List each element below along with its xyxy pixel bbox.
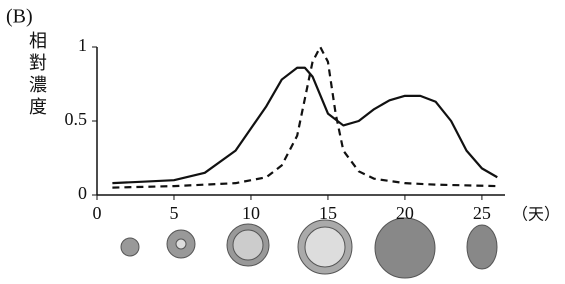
x-tick-label: 5 [169,203,178,223]
follicle [233,230,263,260]
follicle [176,239,186,249]
x-tick-label: 10 [242,203,260,223]
line-series [112,68,497,183]
y-tick-label: 0.5 [65,109,88,129]
x-tick-label: 25 [473,203,491,223]
panel-label: (B) [6,6,33,28]
y-axis-label: 相對濃度 [26,31,47,119]
follicle [305,227,345,267]
y-tick-label: 1 [78,35,87,55]
follicle [121,238,139,256]
x-tick-label: 15 [319,203,337,223]
x-tick-label: 20 [396,203,414,223]
follicle [467,225,497,269]
y-tick-label: 0 [78,183,87,203]
follicles [121,218,497,278]
follicle [375,218,435,278]
x-tick-label: 0 [93,203,102,223]
x-axis-label: （天） [512,205,560,224]
chart: (B) 相對濃度 （天） 0 5 10 15 20 25 0 0.5 1 [0,0,565,284]
